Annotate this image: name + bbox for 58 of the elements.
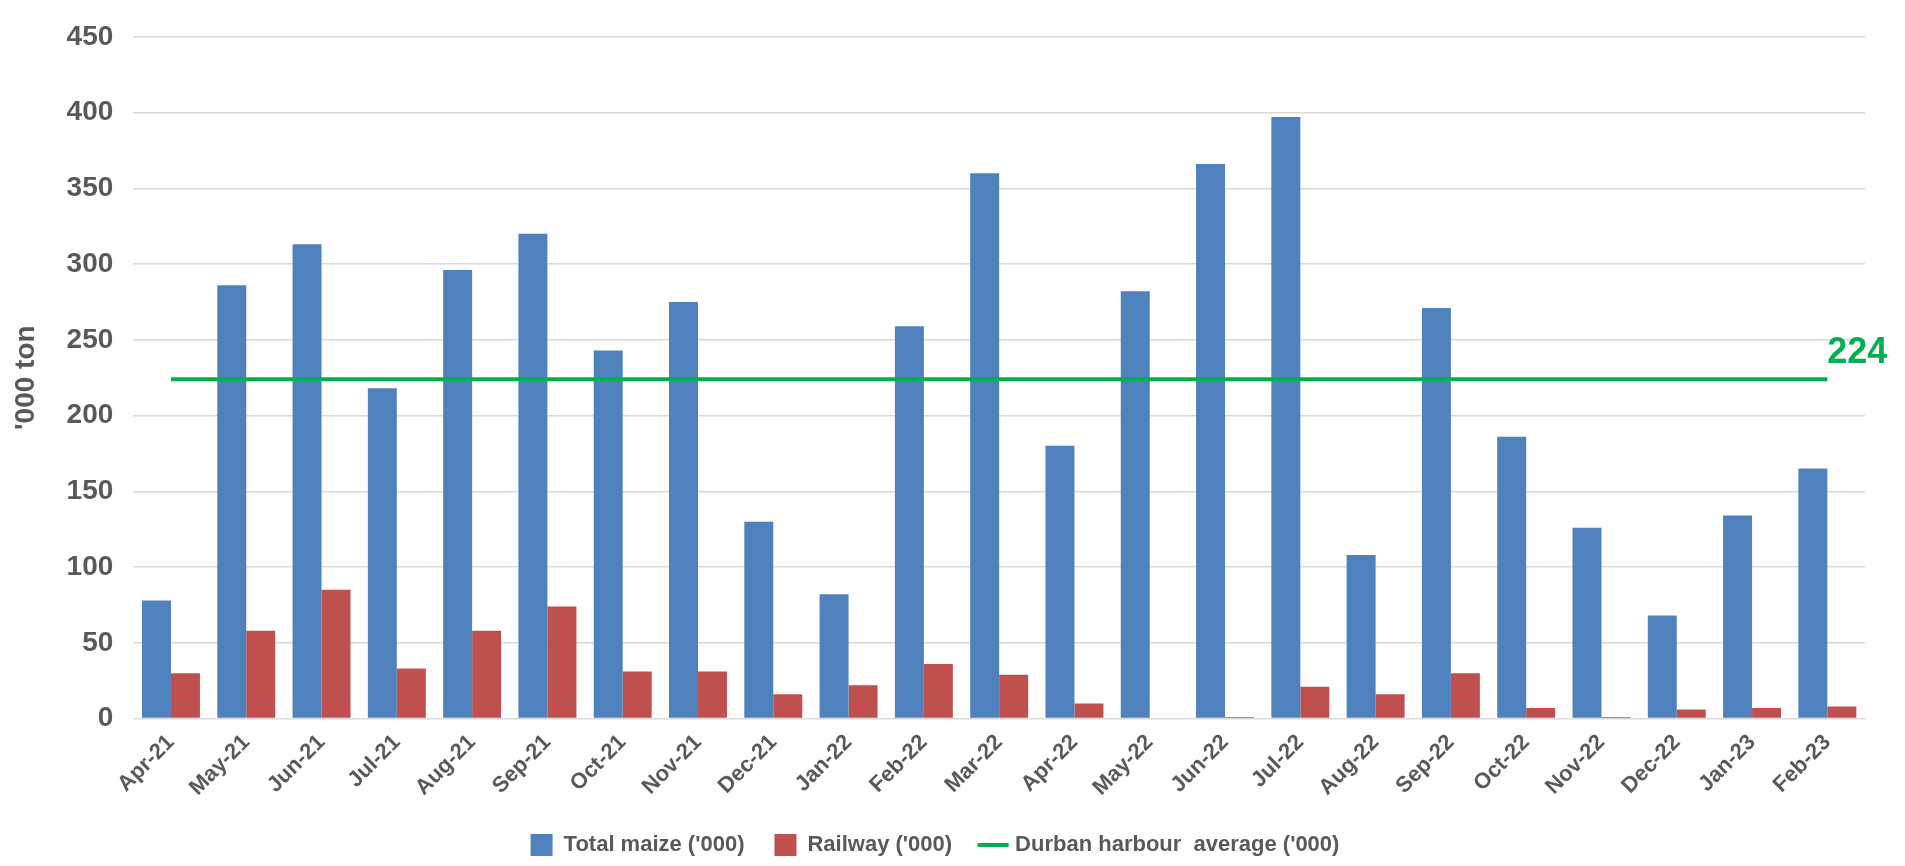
y-tick-label: 100 [66,549,114,581]
bar [1798,468,1828,718]
bar [547,606,577,718]
legend-label: Railway ('000) [807,831,953,857]
bar [518,233,548,718]
bar [1450,673,1480,718]
bar [1346,554,1376,718]
bar [848,685,878,718]
y-tick-label: 50 [82,625,114,657]
y-tick-label: 250 [66,322,114,354]
bar [669,301,698,718]
bar [698,671,727,718]
legend-label: Durban harbour average ('000) [1015,831,1340,857]
bar [1647,615,1677,718]
bar [1196,164,1226,718]
bar [593,350,623,718]
legend-label: Total maize ('000) [563,831,745,857]
y-tick-label: 300 [66,246,114,278]
bar [744,521,774,718]
bar [292,244,322,718]
bar [1676,709,1706,718]
bar [443,270,473,718]
bar [773,694,803,718]
bar [1074,703,1104,718]
bar [141,600,171,718]
bar [396,668,426,718]
bar [999,674,1029,718]
y-tick-label: 200 [66,398,114,430]
y-tick-label: 150 [66,474,114,506]
bar [170,673,200,718]
bar [923,664,953,718]
bar [1375,694,1405,718]
bar [1752,707,1782,718]
y-tick-label: 450 [66,19,114,51]
bar [321,589,351,718]
annotation: 224 [1827,330,1888,372]
bar [246,630,276,718]
bar [1572,527,1602,718]
y-axis-title: '000 ton [8,325,40,431]
bar [1421,308,1451,718]
y-tick-label: 0 [97,701,114,733]
y-tick-label: 400 [66,95,114,127]
bar [1723,515,1753,718]
bar [1120,291,1150,718]
bar [472,630,502,718]
bar [1300,686,1330,718]
bar [970,173,1000,718]
bar [622,671,652,718]
bar [1526,707,1556,718]
bar [1497,436,1527,718]
bar [1271,117,1301,718]
bar [819,594,849,718]
bar [217,285,247,718]
bar [1827,706,1857,718]
y-tick-label: 350 [66,171,114,203]
bar [367,388,397,718]
bar [1045,445,1075,718]
bar [894,326,924,718]
